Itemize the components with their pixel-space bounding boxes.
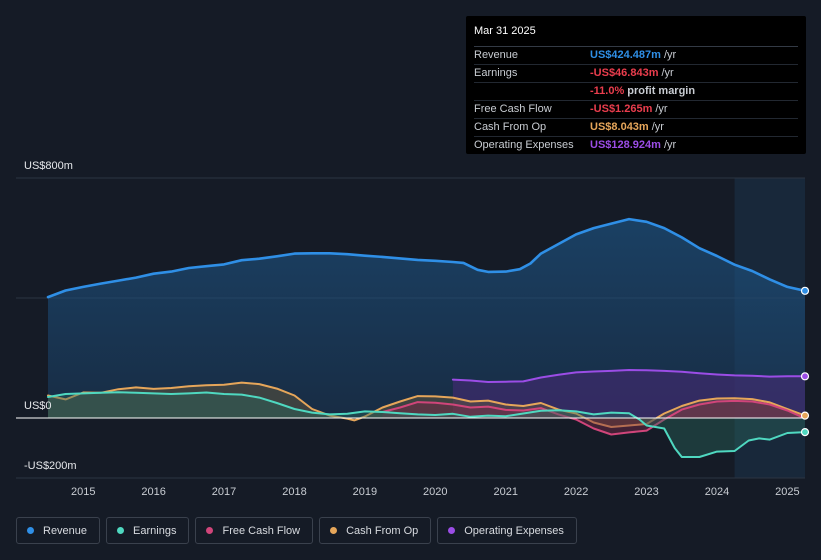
series-line-earnings	[47, 391, 806, 458]
tooltip-row-unit: /yr	[663, 49, 677, 61]
y-label-top: US$800m	[24, 160, 73, 172]
x-tick-label: 2016	[141, 486, 166, 498]
tooltip-row-value: -US$46.843m	[590, 67, 659, 79]
series-line-revenue	[46, 217, 807, 299]
tooltip-row: Earnings -US$46.843m/yr	[474, 65, 798, 83]
series-area-earnings	[48, 392, 805, 457]
tooltip-date: Mar 31 2025	[474, 24, 798, 47]
tooltip-row: Cash From Op US$8.043m/yr	[474, 119, 798, 137]
series-end-marker	[800, 428, 810, 437]
tooltip-row-value: US$424.487m	[590, 49, 661, 61]
x-tick-label: 2015	[70, 486, 96, 498]
series-end-marker	[800, 411, 810, 420]
tooltip-row-unit: /yr	[663, 139, 677, 151]
x-tick-label: 2024	[704, 486, 730, 498]
tooltip-row-label: Operating Expenses	[474, 139, 574, 151]
series-line-free-cash-flow	[381, 399, 806, 436]
tooltip-row-label: Earnings	[474, 67, 518, 79]
legend-dot-icon	[27, 527, 34, 534]
tooltip-row-unit: profit margin	[627, 85, 696, 97]
tooltip-row-unit: /yr	[651, 121, 664, 133]
legend-item[interactable]: Free Cash Flow	[195, 517, 314, 544]
legend-item[interactable]: Earnings	[106, 517, 190, 544]
legend-item[interactable]: Operating Expenses	[437, 517, 577, 544]
tooltip-row-value: -US$1.265m	[590, 103, 653, 115]
tooltip-row: Operating Expenses US$128.924m/yr	[474, 137, 798, 154]
series-line-cash-from-op	[47, 381, 806, 428]
x-tick-label: 2023	[634, 486, 659, 498]
tooltip-row-label: Cash From Op	[474, 121, 547, 133]
legend-item-label: Earnings	[133, 524, 177, 537]
tooltip-row-value: -11.0%	[590, 85, 625, 97]
series-end-marker	[800, 286, 810, 295]
x-tick-label: 2022	[563, 486, 589, 498]
legend-item-label: Free Cash Flow	[222, 524, 301, 537]
legend-item[interactable]: Cash From Op	[319, 517, 432, 544]
series-line-operating-expenses	[451, 369, 806, 383]
series-area-revenue	[48, 219, 805, 418]
series-area-free-cash-flow	[382, 400, 805, 435]
y-label-bottom: -US$200m	[24, 460, 77, 472]
x-tick-label: 2019	[352, 486, 378, 498]
x-tick-label: 2017	[211, 486, 237, 498]
tooltip-row-label: Free Cash Flow	[474, 103, 552, 115]
legend: Revenue Earnings Free Cash Flow Cash From O…	[16, 517, 577, 544]
legend-item-label: Cash From Op	[346, 524, 419, 537]
tooltip-row-unit: /yr	[655, 103, 668, 115]
tooltip-row-label	[474, 83, 590, 100]
legend-dot-icon	[330, 527, 338, 534]
x-tick-label: 2018	[282, 486, 307, 498]
legend-item-label: Revenue	[43, 524, 88, 537]
tooltip-row: -11.0% profit margin	[474, 83, 798, 101]
y-label-zero: US$0	[24, 400, 52, 412]
tooltip-panel: Mar 31 2025 Revenue US$424.487m/yr Earning…	[466, 16, 806, 154]
legend-dot-icon	[448, 527, 456, 534]
legend-item[interactable]: Revenue	[16, 517, 101, 544]
legend-item-label: Operating Expenses	[464, 524, 564, 537]
legend-dot-icon	[117, 527, 125, 534]
tooltip-row: Free Cash Flow -US$1.265m/yr	[474, 101, 798, 119]
tooltip-row-unit: /yr	[661, 67, 674, 79]
tooltip-row: Revenue US$424.487m/yr	[474, 47, 798, 65]
x-tick-label: 2020	[423, 486, 448, 498]
x-tick-label: 2025	[775, 486, 800, 498]
series-area-operating-expenses	[452, 370, 805, 418]
legend-dot-icon	[206, 527, 214, 534]
tooltip-row-label: Revenue	[474, 49, 519, 61]
tooltip-row-value: US$8.043m	[590, 121, 649, 133]
tooltip-row-value: US$128.924m	[590, 139, 661, 151]
series-end-marker	[800, 372, 810, 381]
x-tick-label: 2021	[493, 486, 518, 498]
